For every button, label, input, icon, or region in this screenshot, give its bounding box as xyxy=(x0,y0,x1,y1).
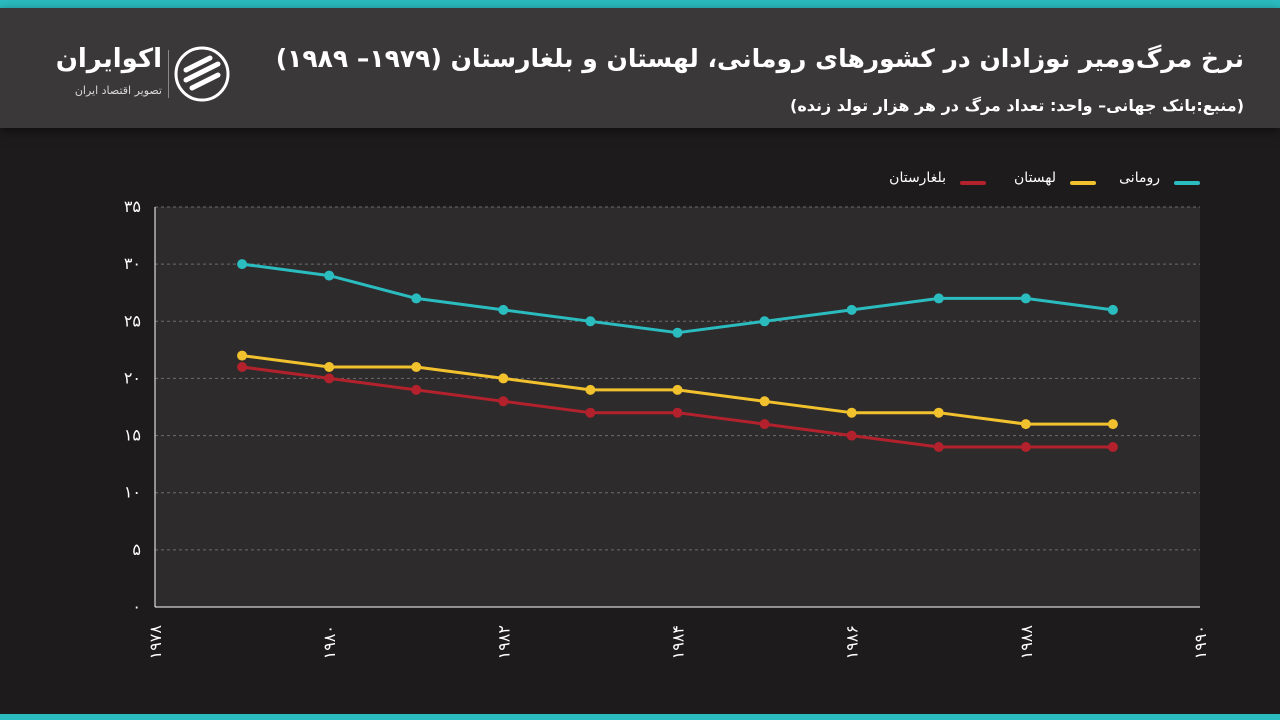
data-point-2 xyxy=(498,396,509,407)
data-point-0 xyxy=(1107,304,1118,315)
data-point-1 xyxy=(237,350,248,361)
data-point-0 xyxy=(585,316,596,327)
y-tick-label: ۱۵ xyxy=(124,426,141,445)
chart-legend: رومانی لهستان بلغارستان xyxy=(860,170,1200,194)
data-point-2 xyxy=(324,373,335,384)
x-tick-label: ۱۹۸۲ xyxy=(494,625,513,659)
data-point-1 xyxy=(1020,419,1031,430)
x-tick-label: ۱۹۸۴ xyxy=(669,625,688,659)
legend-item-poland: لهستان xyxy=(986,170,1096,192)
x-tick-label: ۱۹۸۸ xyxy=(1017,625,1036,660)
data-point-0 xyxy=(498,304,509,315)
y-tick-label: ۳۰ xyxy=(124,254,141,273)
x-tick-label: ۱۹۷۸ xyxy=(146,625,165,660)
data-point-2 xyxy=(933,442,944,452)
data-point-0 xyxy=(1020,293,1031,304)
legend-label-bulgaria: بلغارستان xyxy=(889,170,946,186)
data-point-1 xyxy=(498,373,509,384)
data-point-1 xyxy=(759,396,770,407)
y-tick-label: ۰ xyxy=(132,597,141,616)
data-point-2 xyxy=(846,430,857,441)
chart-title: نرخ مرگ‌ومیر نوزادان در کشورهای رومانی، … xyxy=(275,44,1244,73)
bottom-accent-bar xyxy=(0,714,1280,720)
chart-subtitle: (منبع:بانک جهانی– واحد: تعداد مرگ در هر … xyxy=(790,96,1244,115)
data-point-2 xyxy=(1107,442,1118,452)
data-point-0 xyxy=(324,270,335,281)
y-tick-label: ۲۰ xyxy=(124,368,141,387)
x-tick-label: ۱۹۸۶ xyxy=(843,625,862,659)
data-point-0 xyxy=(672,327,683,338)
y-tick-label: ۱۰ xyxy=(124,483,141,502)
data-point-1 xyxy=(846,407,857,418)
brand-logo: اکوایران تصویر اقتصاد ایران xyxy=(44,44,234,108)
legend-swatch-romania xyxy=(1174,181,1200,185)
data-point-1 xyxy=(585,384,596,395)
plot-area xyxy=(155,207,1200,607)
y-tick-label: ۳۵ xyxy=(124,197,141,216)
x-tick-label: ۱۹۸۰ xyxy=(320,625,339,659)
data-point-0 xyxy=(237,259,248,270)
data-point-1 xyxy=(933,407,944,418)
data-point-1 xyxy=(1107,419,1118,430)
data-point-0 xyxy=(759,316,770,327)
y-tick-label: ۲۵ xyxy=(124,311,141,330)
brand-tagline: تصویر اقتصاد ایران xyxy=(74,84,162,97)
data-point-0 xyxy=(933,293,944,304)
legend-swatch-poland xyxy=(1070,181,1096,185)
brand-mark-icon xyxy=(174,46,230,102)
y-tick-label: ۵ xyxy=(132,540,141,559)
legend-label-poland: لهستان xyxy=(1014,170,1056,186)
data-point-2 xyxy=(411,384,422,395)
legend-swatch-bulgaria xyxy=(960,181,986,185)
data-point-2 xyxy=(759,419,770,430)
legend-item-romania: رومانی xyxy=(1090,170,1200,192)
x-tick-label: ۱۹۹۰ xyxy=(1191,625,1210,659)
data-point-1 xyxy=(672,384,683,395)
legend-label-romania: رومانی xyxy=(1119,170,1160,186)
data-point-2 xyxy=(585,407,596,418)
data-point-0 xyxy=(411,293,422,304)
header: اکوایران تصویر اقتصاد ایران نرخ مرگ‌ومیر… xyxy=(0,8,1280,128)
logo-divider xyxy=(168,50,169,98)
data-point-2 xyxy=(1020,442,1031,452)
top-accent-bar xyxy=(0,0,1280,8)
data-point-2 xyxy=(237,362,248,372)
data-point-1 xyxy=(324,362,335,372)
legend-item-bulgaria: بلغارستان xyxy=(860,170,986,192)
brand-name: اکوایران xyxy=(55,44,162,74)
data-point-1 xyxy=(411,362,422,372)
data-point-0 xyxy=(846,304,857,315)
data-point-2 xyxy=(672,407,683,418)
